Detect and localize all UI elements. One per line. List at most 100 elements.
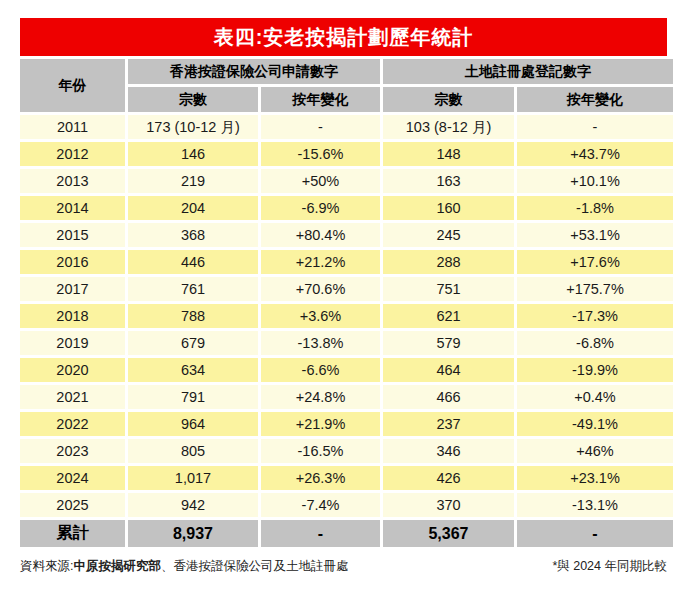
year-cell: 2022: [20, 412, 125, 436]
table-header: 年份 香港按證保險公司申請數字 土地註冊處登記數字 宗數 按年變化 宗數 按年變…: [20, 59, 673, 112]
hkmc-cases-cell: 761: [128, 277, 258, 301]
header-land-cases: 宗數: [383, 87, 514, 112]
table-title: 表四:安老按揭計劃歷年統計: [214, 24, 474, 51]
total-label: 累計: [20, 520, 125, 547]
hkmc-cases-cell: 634: [128, 358, 258, 382]
hkmc-yoy-cell: -13.8%: [261, 331, 380, 355]
year-cell: 2018: [20, 304, 125, 328]
hkmc-yoy-cell: +3.6%: [261, 304, 380, 328]
header-group-row: 年份 香港按證保險公司申請數字 土地註冊處登記數字: [20, 59, 673, 84]
year-cell: 2025: [20, 493, 125, 517]
land-yoy-cell: +17.6%: [517, 250, 673, 274]
table-row-2023: 2023805-16.5%346+46%: [20, 439, 673, 463]
land-cases-cell: 160: [383, 196, 514, 220]
land-yoy-cell: +46%: [517, 439, 673, 463]
year-cell: 2023: [20, 439, 125, 463]
land-yoy-cell: +43.7%: [517, 142, 673, 166]
year-cell: 2013: [20, 169, 125, 193]
hkmc-cases-cell: 791: [128, 385, 258, 409]
land-yoy-cell: +175.7%: [517, 277, 673, 301]
hkmc-yoy-cell: +24.8%: [261, 385, 380, 409]
header-group-land-registry: 土地註冊處登記數字: [383, 59, 673, 84]
table-body: 2011173 (10-12 月)-103 (8-12 月)- 2012146-…: [20, 115, 673, 547]
statistics-table-page: 表四:安老按揭計劃歷年統計 年份 香港按證保險公司申請數字 土地註冊處登記數字 …: [0, 0, 687, 575]
total-hkmc-yoy: -: [261, 520, 380, 547]
land-cases-cell: 288: [383, 250, 514, 274]
hkmc-cases-cell: 942: [128, 493, 258, 517]
land-cases-cell: 245: [383, 223, 514, 247]
hkmc-yoy-cell: -7.4%: [261, 493, 380, 517]
table-row-2019: 2019679-13.8%579-6.8%: [20, 331, 673, 355]
hkmc-yoy-cell: -6.6%: [261, 358, 380, 382]
total-land-cases: 5,367: [383, 520, 514, 547]
hkmc-cases-cell: 788: [128, 304, 258, 328]
land-yoy-cell: +0.4%: [517, 385, 673, 409]
total-row: 累計8,937-5,367-: [20, 520, 673, 547]
hkmc-yoy-cell: +50%: [261, 169, 380, 193]
hkmc-yoy-cell: +70.6%: [261, 277, 380, 301]
table-row-2018: 2018788+3.6%621-17.3%: [20, 304, 673, 328]
table-row-2022: 2022964+21.9%237-49.1%: [20, 412, 673, 436]
hkmc-yoy-cell: -6.9%: [261, 196, 380, 220]
source-rest: 、香港按證保險公司及土地註冊處: [161, 559, 349, 573]
header-hkmc-cases: 宗數: [128, 87, 258, 112]
land-yoy-cell: +53.1%: [517, 223, 673, 247]
year-cell: 2011: [20, 115, 125, 139]
table-row-2014: 2014204-6.9%160-1.8%: [20, 196, 673, 220]
hkmc-yoy-cell: -15.6%: [261, 142, 380, 166]
table-row-2012: 2012146-15.6%148+43.7%: [20, 142, 673, 166]
land-yoy-cell: +10.1%: [517, 169, 673, 193]
total-land-yoy: -: [517, 520, 673, 547]
header-group-hkmc: 香港按證保險公司申請數字: [128, 59, 380, 84]
table-row-2020: 2020634-6.6%464-19.9%: [20, 358, 673, 382]
hkmc-cases-cell: 805: [128, 439, 258, 463]
land-yoy-cell: -17.3%: [517, 304, 673, 328]
hkmc-yoy-cell: -: [261, 115, 380, 139]
land-yoy-cell: -49.1%: [517, 412, 673, 436]
total-hkmc-cases: 8,937: [128, 520, 258, 547]
year-cell: 2019: [20, 331, 125, 355]
land-cases-cell: 464: [383, 358, 514, 382]
land-yoy-cell: -6.8%: [517, 331, 673, 355]
year-cell: 2017: [20, 277, 125, 301]
year-cell: 2021: [20, 385, 125, 409]
land-cases-cell: 103 (8-12 月): [383, 115, 514, 139]
table-title-bar: 表四:安老按揭計劃歷年統計: [20, 18, 667, 56]
year-cell: 2012: [20, 142, 125, 166]
table-row-2016: 2016446+21.2%288+17.6%: [20, 250, 673, 274]
hkmc-cases-cell: 1,017: [128, 466, 258, 490]
hkmc-cases-cell: 368: [128, 223, 258, 247]
land-cases-cell: 148: [383, 142, 514, 166]
table-footer: 資料來源:中原按揭研究部、香港按證保險公司及土地註冊處 *與 2024 年同期比…: [20, 558, 667, 575]
land-yoy-cell: -19.9%: [517, 358, 673, 382]
header-year: 年份: [20, 59, 125, 112]
land-cases-cell: 751: [383, 277, 514, 301]
hkmc-cases-cell: 204: [128, 196, 258, 220]
land-yoy-cell: -13.1%: [517, 493, 673, 517]
land-cases-cell: 579: [383, 331, 514, 355]
land-cases-cell: 237: [383, 412, 514, 436]
comparison-note: *與 2024 年同期比較: [552, 558, 667, 575]
land-yoy-cell: +23.1%: [517, 466, 673, 490]
year-cell: 2014: [20, 196, 125, 220]
hkmc-yoy-cell: +21.2%: [261, 250, 380, 274]
table-row-2011: 2011173 (10-12 月)-103 (8-12 月)-: [20, 115, 673, 139]
hkmc-yoy-cell: +80.4%: [261, 223, 380, 247]
land-cases-cell: 346: [383, 439, 514, 463]
table-row-2025: 2025942-7.4%370-13.1%: [20, 493, 673, 517]
table-row-2021: 2021791+24.8%466+0.4%: [20, 385, 673, 409]
table-row-2015: 2015368+80.4%245+53.1%: [20, 223, 673, 247]
land-cases-cell: 466: [383, 385, 514, 409]
land-cases-cell: 621: [383, 304, 514, 328]
table-row-2017: 2017761+70.6%751+175.7%: [20, 277, 673, 301]
hkmc-yoy-cell: -16.5%: [261, 439, 380, 463]
table-row-2024: 20241,017+26.3%426+23.1%: [20, 466, 673, 490]
source-prefix: 資料來源:: [20, 559, 73, 573]
hkmc-cases-cell: 219: [128, 169, 258, 193]
hkmc-cases-cell: 446: [128, 250, 258, 274]
hkmc-cases-cell: 964: [128, 412, 258, 436]
year-cell: 2024: [20, 466, 125, 490]
source-name: 中原按揭研究部: [73, 559, 161, 573]
year-cell: 2016: [20, 250, 125, 274]
hkmc-cases-cell: 146: [128, 142, 258, 166]
